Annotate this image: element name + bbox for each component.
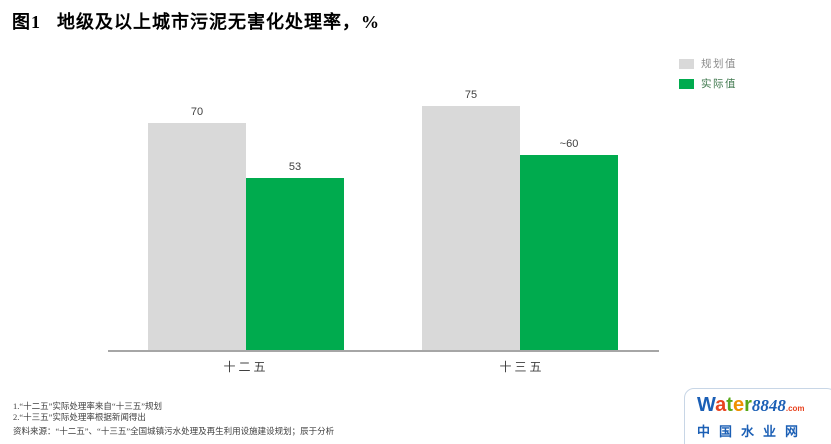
logo-subtitle: 中国水业网 (697, 424, 808, 439)
chart-title: 图1 地级及以上城市污泥无害化处理率，% (12, 8, 380, 34)
legend-item-planned: 规划值 (679, 56, 737, 71)
bar-planned-12th: 70 (148, 106, 246, 350)
legend-label-actual: 实际值 (701, 79, 737, 90)
legend-swatch-actual (679, 78, 694, 89)
legend-swatch-planned (679, 58, 694, 69)
logo-letter: t (726, 394, 733, 416)
logo-dotcom: .com (785, 404, 805, 413)
legend-item-actual: 实际值 (679, 76, 737, 91)
chart-title-text: 地级及以上城市污泥无害化处理率，% (57, 12, 380, 32)
footnote-1: 1.“十二五”实际处理率来自“十三五”规划 (13, 401, 162, 411)
logo-number: 8848 (751, 396, 786, 415)
bar-value-label: ~60 (559, 138, 579, 150)
source-note: 资料来源：“十二五”、“十三五”全国城镇污水处理及再生利用设施建设规划；辰于分析 (13, 426, 335, 436)
x-axis-label-12th: 十二五 (223, 360, 269, 374)
logo-water-letters: Water (697, 394, 752, 416)
x-axis-label-13th: 十三五 (499, 360, 545, 374)
logo-wordmark: Water8848.com (697, 394, 831, 420)
plot-area: 70 53 75 ~60 十二五 十三五 (108, 89, 659, 374)
bar-value-label: 53 (288, 161, 302, 173)
footnote-2: 2.“十三五”实际处理率根据新闻得出 (13, 412, 146, 422)
legend-label-planned: 规划值 (701, 59, 737, 70)
bar-planned-13th: 75 (422, 89, 520, 350)
footnotes: 1.“十二五”实际处理率来自“十三五”规划 2.“十三五”实际处理率根据新闻得出… (13, 401, 334, 437)
water8848-logo: Water8848.com 中国水业网 (684, 388, 831, 444)
logo-letter: e (732, 394, 745, 416)
logo-letter: W (697, 394, 716, 416)
figure-label: 图1 (12, 12, 41, 32)
bar-actual-12th: 53 (246, 161, 344, 350)
logo-letter: r (744, 394, 752, 416)
bar-actual-13th: ~60 (520, 138, 618, 350)
logo-letter: a (715, 394, 727, 416)
bar-value-label: 75 (464, 89, 478, 101)
bar-value-label: 70 (190, 106, 204, 118)
legend: 规划值 实际值 (679, 56, 737, 96)
